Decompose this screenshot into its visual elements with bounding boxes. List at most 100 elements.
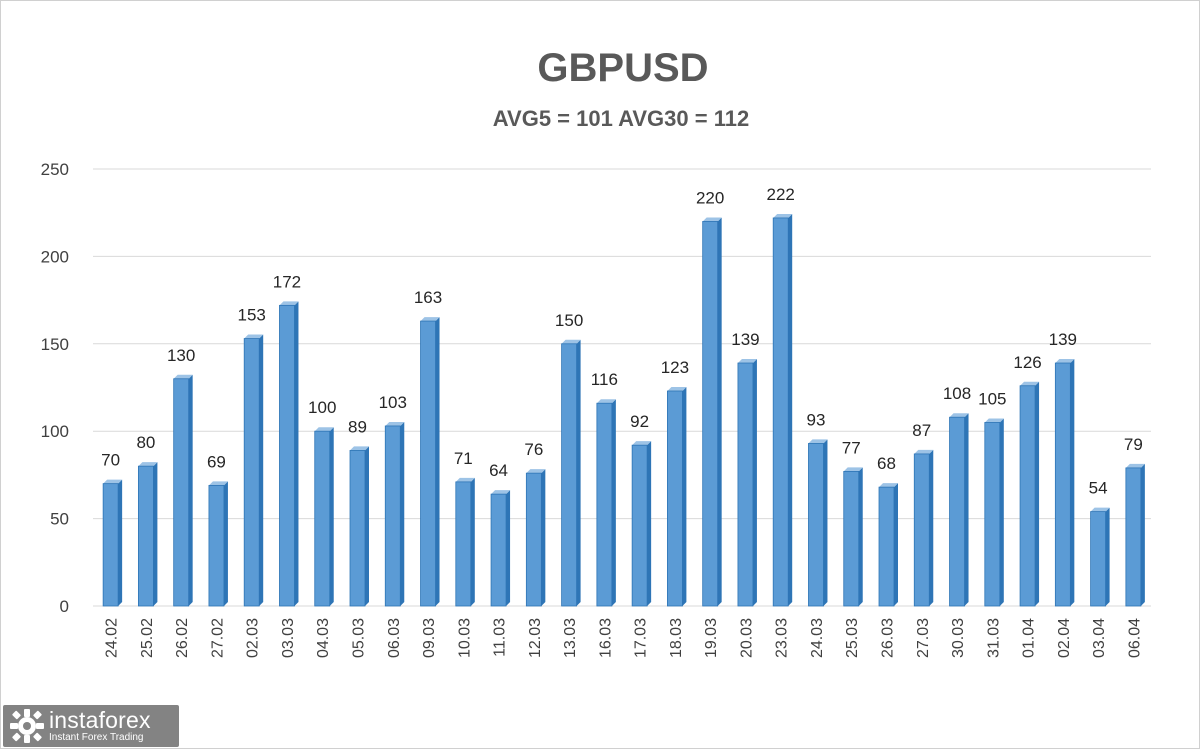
x-tick-label: 30.03 <box>950 618 967 658</box>
x-tick-label: 09.03 <box>421 618 438 658</box>
x-tick-label: 02.04 <box>1056 618 1073 658</box>
bar <box>596 399 616 607</box>
bar-top <box>843 467 863 472</box>
y-axis-ticks: 0 50 100 150 200 250 <box>41 160 69 616</box>
x-tick-label: 27.03 <box>915 618 932 658</box>
bar-side <box>470 477 475 606</box>
x-tick-label: 10.03 <box>456 618 473 658</box>
data-label: 71 <box>454 449 473 468</box>
instaforex-watermark: instaforex Instant Forex Trading <box>3 705 179 747</box>
bar <box>384 421 405 607</box>
x-tick-label: 03.04 <box>1091 618 1108 658</box>
bar-top <box>949 413 969 418</box>
x-tick-label: 24.03 <box>809 618 826 658</box>
bar-top <box>1055 359 1075 364</box>
bar <box>808 439 828 607</box>
x-tick-label: 04.03 <box>315 618 332 658</box>
bar-side <box>153 462 158 606</box>
bar-front <box>808 443 824 607</box>
bar-side <box>435 317 440 606</box>
bar-top <box>103 479 123 484</box>
data-label: 220 <box>696 188 724 207</box>
data-label: 87 <box>912 421 931 440</box>
bar-top <box>737 359 757 364</box>
bar-side <box>964 413 969 606</box>
y-tick-label: 250 <box>41 160 69 179</box>
bar <box>349 446 369 607</box>
bar-front <box>384 425 401 607</box>
x-tick-label: 25.02 <box>139 618 156 658</box>
bar-side <box>823 439 828 606</box>
data-label: 116 <box>591 370 618 389</box>
data-label: 103 <box>379 393 407 412</box>
data-label: 54 <box>1089 479 1108 498</box>
data-label: 172 <box>273 272 301 291</box>
y-tick-label: 50 <box>50 510 69 529</box>
data-label: 126 <box>1013 353 1041 372</box>
bar-top <box>914 449 934 454</box>
bar-top <box>1125 463 1145 468</box>
bar <box>843 467 863 607</box>
bar-front <box>1019 385 1036 607</box>
data-label: 77 <box>842 438 861 457</box>
bar-side <box>294 301 299 606</box>
x-tick-label: 31.03 <box>985 618 1002 658</box>
bar-front <box>772 217 789 607</box>
bar <box>737 359 757 607</box>
chart-subtitle: AVG5 = 101 AVG30 = 112 <box>493 106 749 131</box>
x-tick-label: 12.03 <box>527 618 544 658</box>
x-tick-label: 01.04 <box>1021 618 1038 658</box>
bar-front <box>702 221 719 607</box>
bar-front <box>490 493 507 607</box>
x-tick-label: 23.03 <box>774 618 791 658</box>
data-label: 70 <box>101 451 120 470</box>
bar <box>490 490 511 607</box>
data-label: 69 <box>207 452 226 471</box>
bar-top <box>984 418 1004 423</box>
bar-side <box>365 446 369 606</box>
x-tick-label: 03.03 <box>280 618 297 658</box>
x-tick-label: 26.03 <box>880 618 897 658</box>
bar-side <box>259 334 264 606</box>
bar-front <box>843 471 860 607</box>
data-label: 153 <box>238 306 266 325</box>
bars <box>102 213 1145 607</box>
data-label: 163 <box>414 288 442 307</box>
bar <box>102 479 123 607</box>
bar-top <box>561 339 581 344</box>
gridlines <box>93 168 1151 607</box>
bar-top <box>632 441 652 446</box>
x-tick-label: 26.02 <box>174 618 191 658</box>
data-labels: 70 80 130 69 153 172 100 89 103 163 71 64 76 150 116 92… <box>101 185 1143 498</box>
x-tick-label: 02.03 <box>245 618 262 658</box>
bar-top <box>208 481 228 486</box>
bar <box>420 317 440 607</box>
bar-front <box>173 378 190 607</box>
bar-side <box>611 399 616 606</box>
data-label: 130 <box>167 346 195 365</box>
x-axis-ticks: 24.02 25.02 26.02 27.02 02.03 03.03 04.03 05.03… <box>104 618 1144 658</box>
x-tick-label: 19.03 <box>703 618 720 658</box>
bar-front <box>420 320 436 607</box>
bar <box>913 449 934 607</box>
bar <box>455 477 475 607</box>
bar-side <box>999 418 1004 606</box>
data-label: 139 <box>1049 330 1077 349</box>
watermark-tagline: Instant Forex Trading <box>49 732 144 743</box>
bar-front <box>596 402 613 607</box>
bar-side <box>1035 381 1040 606</box>
bar <box>949 413 969 607</box>
x-tick-label: 27.02 <box>209 618 226 658</box>
bar <box>137 462 158 607</box>
watermark-brand: instaforex <box>49 707 151 733</box>
x-tick-label: 18.03 <box>668 618 685 658</box>
bar-front <box>455 481 472 607</box>
bar <box>702 217 722 607</box>
bar-top <box>279 301 299 306</box>
y-tick-label: 100 <box>41 422 69 441</box>
bar-front <box>314 430 331 607</box>
bar-top <box>385 421 405 426</box>
bar-side <box>682 386 687 606</box>
data-label: 105 <box>978 389 1006 408</box>
